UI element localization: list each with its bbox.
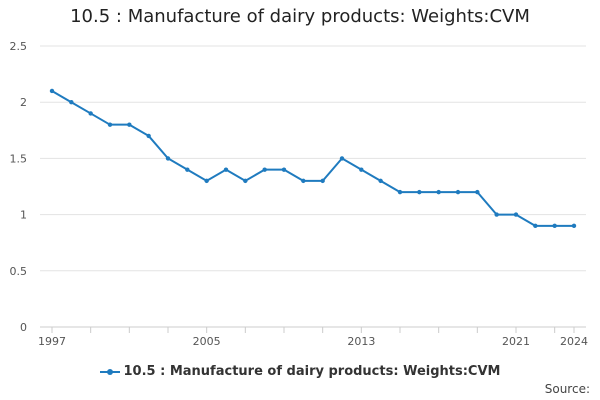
x-tick-label: 2013 [347,335,375,348]
data-point[interactable] [107,122,113,127]
data-point[interactable] [571,223,577,229]
y-tick-label: 2 [20,96,27,109]
x-tick-label: 2005 [193,335,221,348]
data-point[interactable] [69,100,74,105]
data-point[interactable] [301,178,306,184]
y-tick-label: 1 [20,209,27,222]
data-point[interactable] [494,212,499,217]
y-tick-label: 1.5 [10,152,28,165]
y-tick-label: 0.5 [10,265,28,278]
data-point[interactable] [359,167,364,172]
legend-swatch [99,368,120,375]
data-point[interactable] [552,223,557,229]
data-point[interactable] [475,189,480,195]
y-axis: 0 0.5 1 1.5 2 2.5 [10,40,28,334]
data-point[interactable] [397,189,403,195]
data-point[interactable] [281,167,287,172]
grid [40,45,586,328]
legend-label: 10.5 : Manufacture of dairy products: We… [123,364,501,379]
data-point[interactable] [320,178,325,184]
y-tick-label: 2.5 [10,40,28,53]
data-point[interactable] [339,156,345,161]
data-point[interactable] [185,167,190,172]
data-point[interactable] [127,122,132,127]
x-tick-label: 2021 [502,335,530,348]
x-axis: 1997 2005 2013 2021 2024 [38,326,588,348]
legend[interactable]: 10.5 : Manufacture of dairy products: We… [0,364,600,379]
data-point[interactable] [378,178,383,184]
data-point[interactable] [49,88,55,94]
data-point[interactable] [455,189,461,195]
chart-title: 10.5 : Manufacture of dairy products: We… [70,6,530,27]
y-tick-label: 0 [20,321,27,334]
data-point[interactable] [88,111,93,116]
data-point[interactable] [243,178,248,184]
data-point[interactable] [533,223,538,229]
data-point[interactable] [223,167,229,172]
data-point[interactable] [146,133,151,139]
series-line [51,90,574,227]
data-point[interactable] [417,189,422,195]
source-label: Source: [544,382,590,396]
data-point[interactable] [436,189,441,195]
x-tick-label: 2024 [560,335,588,348]
data-point[interactable] [165,156,171,161]
data-point[interactable] [204,178,209,184]
x-tick-label: 1997 [38,335,66,348]
data-point[interactable] [262,167,267,172]
series-group [49,88,577,229]
data-point[interactable] [513,212,519,217]
